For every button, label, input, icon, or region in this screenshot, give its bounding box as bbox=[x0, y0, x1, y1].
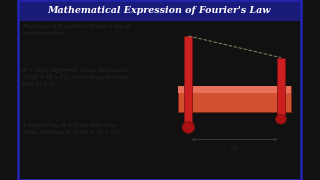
Text: $Q = -KA\,\dfrac{dt}{dx}$: $Q = -KA\,\dfrac{dt}{dx}$ bbox=[29, 90, 85, 111]
Text: dt = Temp. difference across thickness in
°C (dT = T2 − T1), where along heat fl: dt = Temp. difference across thickness i… bbox=[22, 68, 129, 87]
Bar bbox=[277, 58, 284, 115]
Bar bbox=[178, 86, 291, 112]
Ellipse shape bbox=[182, 122, 195, 133]
Text: T2: T2 bbox=[276, 45, 286, 53]
Text: T1: T1 bbox=[183, 24, 193, 32]
Bar bbox=[184, 36, 192, 122]
Bar bbox=[178, 86, 291, 93]
Ellipse shape bbox=[276, 114, 286, 124]
Text: Mathematical Expression of Fourier's Law: Mathematical Expression of Fourier's Law bbox=[47, 6, 271, 15]
Bar bbox=[18, 0, 301, 21]
Text: Expression of Equation of Fourier's law of
heat conduction:: Expression of Equation of Fourier's law … bbox=[22, 24, 129, 36]
Text: dx: dx bbox=[231, 144, 239, 152]
Text: $Q = KA\,\dfrac{dt}{dx}$: $Q = KA\,\dfrac{dt}{dx}$ bbox=[29, 152, 74, 172]
Text: $Q \propto A\,\dfrac{dt}{dx}$: $Q \propto A\,\dfrac{dt}{dx}$ bbox=[35, 35, 72, 56]
Text: If considering, dt = Temp. difference
across thickness in °C (dT = T1 − T2): If considering, dt = Temp. difference ac… bbox=[22, 123, 119, 135]
